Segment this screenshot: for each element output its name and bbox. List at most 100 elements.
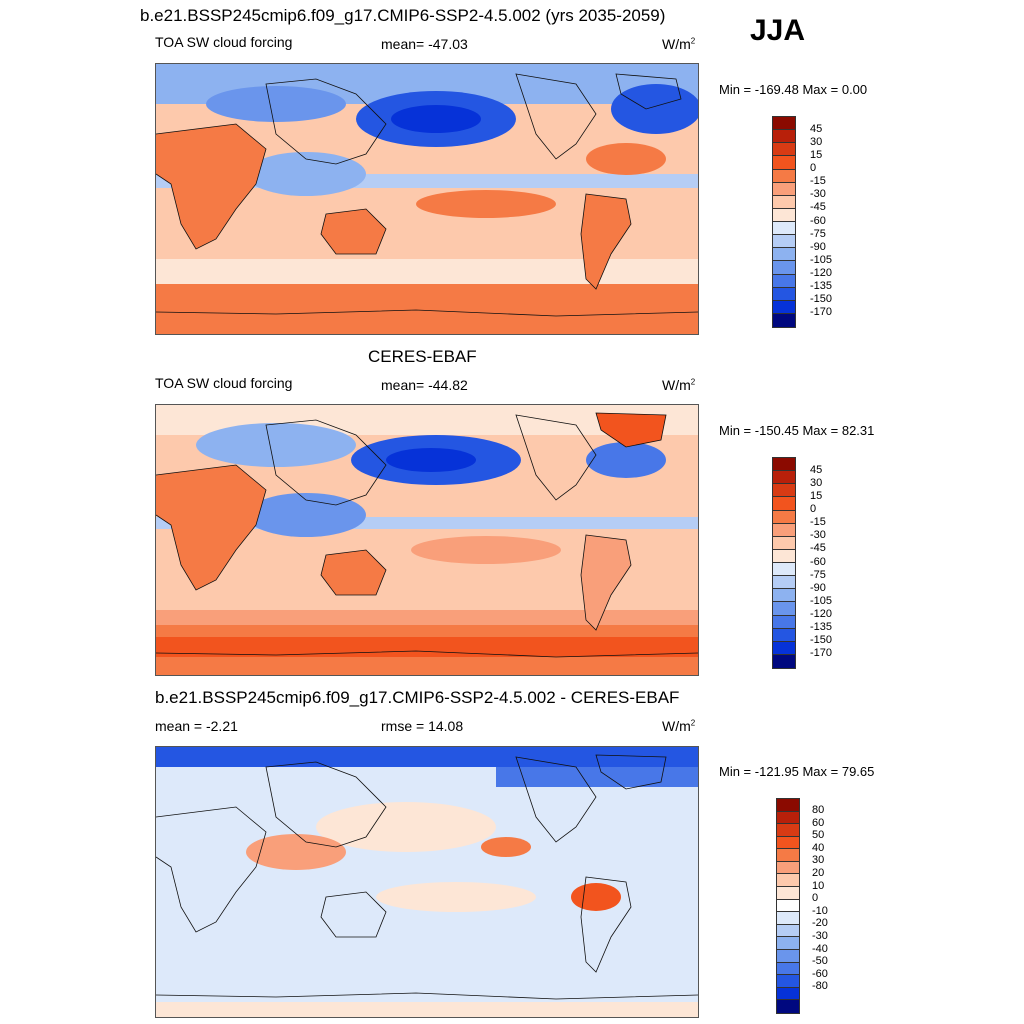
- colorbar-tick-label: -40: [812, 942, 828, 955]
- colorbar-swatch: [773, 654, 795, 668]
- panel-3-map: [155, 746, 699, 1018]
- colorbar-tick-label: 10: [812, 879, 825, 892]
- colorbar-swatch: [773, 248, 795, 262]
- colorbar-swatch: [773, 458, 795, 472]
- colorbar-tick-label: -170: [810, 306, 833, 319]
- colorbar-tick-label: -135: [810, 621, 833, 634]
- colorbar-swatch: [777, 874, 799, 888]
- colorbar-tick-label: 0: [810, 503, 817, 515]
- colorbar-swatch: [773, 130, 795, 144]
- panel-2-mean-label: mean= -44.82: [381, 377, 468, 393]
- panel-1-colorbar: [772, 116, 796, 328]
- colorbar-tick-label: -50: [812, 955, 828, 968]
- colorbar-swatch: [777, 975, 799, 988]
- colorbar-swatch: [773, 497, 795, 511]
- colorbar-tick-label: -60: [810, 555, 826, 568]
- panel-3-units: W/m2: [662, 718, 696, 734]
- colorbar-tick-label: -30: [810, 188, 826, 201]
- panel-3-title: b.e21.BSSP245cmip6.f09_g17.CMIP6-SSP2-4.…: [155, 688, 680, 707]
- panel-3-colorbar-labels: 80 60 50 40 30 20 10 0 -10 -20 -30 -40 -50 -60 -80: [812, 798, 852, 1012]
- colorbar-tick-label: -90: [810, 581, 826, 594]
- colorbar-swatch: [777, 924, 799, 938]
- colorbar-tick-label: -150: [810, 634, 833, 647]
- colorbar-tick-label: 30: [810, 476, 823, 489]
- colorbar-tick-label: 0: [812, 892, 819, 905]
- panel-2-units: W/m2: [662, 377, 696, 393]
- colorbar-swatch: [773, 208, 795, 222]
- colorbar-swatch: [773, 117, 795, 131]
- panel-1-title: b.e21.BSSP245cmip6.f09_g17.CMIP6-SSP2-4.…: [140, 6, 666, 25]
- colorbar-tick-label: -80: [812, 980, 828, 993]
- panel-2-map-svg: [156, 405, 698, 675]
- colorbar-swatch: [773, 287, 795, 301]
- panel-1-map: [155, 63, 699, 335]
- colorbar-swatch: [773, 143, 795, 157]
- colorbar-swatch: [773, 589, 795, 603]
- colorbar-swatch: [773, 628, 795, 642]
- colorbar-tick-label: 50: [812, 829, 825, 842]
- colorbar-swatch: [777, 861, 799, 875]
- colorbar-swatch: [773, 536, 795, 550]
- colorbar-swatch: [777, 1000, 799, 1013]
- panel-3-colorbar: [776, 798, 800, 1014]
- colorbar-swatch: [777, 987, 799, 1001]
- colorbar-swatch: [773, 300, 795, 314]
- colorbar-swatch: [777, 912, 799, 925]
- panel-3-mean-label: mean = -2.21: [155, 718, 238, 734]
- colorbar-swatch: [773, 169, 795, 183]
- panel-3-minmax: Min = -121.95 Max = 79.65: [719, 764, 875, 779]
- colorbar-tick-label: -120: [810, 608, 833, 620]
- panel-1-minmax: Min = -169.48 Max = 0.00: [719, 82, 868, 97]
- colorbar-tick-label: 0: [810, 162, 817, 174]
- colorbar-swatch: [777, 899, 799, 913]
- colorbar-tick-label: -135: [810, 280, 833, 293]
- panel-1-mean-label: mean= -47.03: [381, 36, 468, 52]
- colorbar-swatch: [773, 471, 795, 485]
- colorbar-tick-label: 30: [810, 135, 823, 148]
- colorbar-tick-label: -15: [810, 516, 826, 529]
- colorbar-swatch: [777, 799, 799, 812]
- colorbar-swatch: [773, 156, 795, 170]
- colorbar-swatch: [777, 949, 799, 963]
- panel-1-colorbar-labels: 45 30 15 0 -15 -30 -45 -60 -75 -90 -105 -120 -135 -15…: [810, 116, 860, 326]
- colorbar-swatch: [777, 811, 799, 825]
- colorbar-tick-label: -120: [810, 267, 833, 279]
- colorbar-swatch: [773, 563, 795, 577]
- colorbar-tick-label: -60: [812, 967, 828, 980]
- colorbar-swatch: [773, 274, 795, 288]
- colorbar-tick-label: 45: [810, 463, 823, 476]
- colorbar-tick-label: -45: [810, 542, 826, 555]
- colorbar-tick-label: -75: [810, 227, 826, 240]
- season-label: JJA: [750, 14, 806, 47]
- colorbar-swatch: [777, 962, 799, 976]
- colorbar-tick-label: 40: [812, 841, 825, 854]
- colorbar-tick-label: -30: [810, 529, 826, 542]
- colorbar-tick-label: -90: [810, 240, 826, 253]
- colorbar-swatch: [773, 195, 795, 209]
- colorbar-swatch: [773, 615, 795, 629]
- colorbar-swatch: [773, 523, 795, 537]
- colorbar-swatch: [773, 261, 795, 275]
- panel-1-variable-label: TOA SW cloud forcing: [155, 34, 293, 50]
- colorbar-swatch: [773, 602, 795, 616]
- panel-2-minmax: Min = -150.45 Max = 82.31: [719, 423, 875, 438]
- panel-2-variable-label: TOA SW cloud forcing: [155, 375, 293, 391]
- panel-1-map-svg: [156, 64, 698, 334]
- colorbar-swatch: [777, 937, 799, 950]
- colorbar-tick-label: 80: [812, 804, 825, 817]
- colorbar-swatch: [777, 836, 799, 850]
- colorbar-tick-label: -30: [812, 929, 828, 942]
- colorbar-tick-label: 30: [812, 854, 825, 867]
- colorbar-tick-label: -45: [810, 201, 826, 214]
- colorbar-swatch: [773, 182, 795, 196]
- colorbar-swatch: [777, 887, 799, 900]
- colorbar-swatch: [777, 849, 799, 862]
- colorbar-swatch: [773, 484, 795, 498]
- panel-2-map: [155, 404, 699, 676]
- colorbar-tick-label: 15: [810, 489, 823, 502]
- colorbar-swatch: [773, 510, 795, 524]
- colorbar-swatch: [773, 576, 795, 590]
- panel-2-colorbar-labels: 45 30 15 0 -15 -30 -45 -60 -75 -90 -105 -120 -135 -15…: [810, 457, 860, 667]
- colorbar-tick-label: -20: [812, 917, 828, 930]
- colorbar-tick-label: 20: [812, 867, 825, 880]
